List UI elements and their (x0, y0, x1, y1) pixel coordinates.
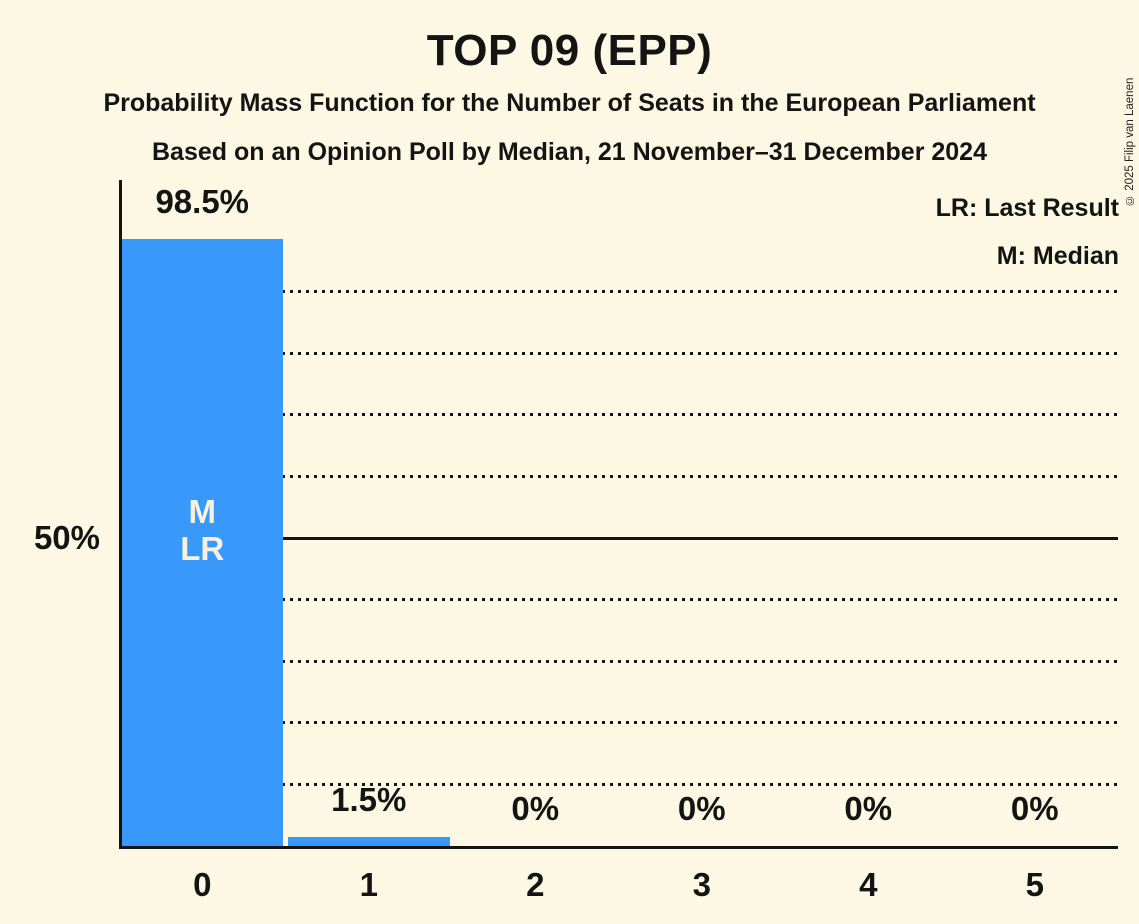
value-label-seats-5: 0% (1010, 790, 1059, 827)
gridline-20pct (122, 721, 1118, 725)
gridline-90pct (122, 290, 1118, 294)
x-tick-1: 1 (359, 866, 378, 903)
y-axis-line (119, 180, 122, 849)
chart-poll-subtitle: Based on an Opinion Poll by Median, 21 N… (151, 138, 987, 166)
chart-subtitle: Probability Mass Function for the Number… (103, 89, 1036, 117)
value-label-seats-3: 0% (677, 790, 726, 827)
x-axis-tick-labels: 0 1 2 3 4 5 (119, 866, 1118, 910)
plot-area: 98.5% M LR 1.5% 0% 0% 0% 0% (119, 180, 1118, 849)
legend: LR: Last Result M: Median (936, 184, 1119, 280)
bar-annotation-median-lastresult: M LR (180, 493, 225, 567)
value-label-seats-4: 0% (844, 790, 893, 827)
bar-seats-0 (121, 239, 283, 846)
legend-median: M: Median (996, 242, 1119, 270)
value-label-seats-0: 98.5% (155, 183, 250, 221)
y-axis-label-50pct: 50% (33, 519, 100, 556)
gridline-70pct (122, 413, 1118, 417)
bar-seats-1 (288, 836, 450, 846)
gridline-50pct (122, 536, 1118, 540)
value-label-seats-2: 0% (511, 790, 560, 827)
gridline-80pct (122, 351, 1118, 355)
x-tick-0: 0 (193, 866, 212, 903)
x-tick-2: 2 (526, 866, 545, 903)
chart-title: TOP 09 (EPP) (426, 26, 713, 75)
x-tick-3: 3 (692, 866, 711, 903)
legend-last-result: LR: Last Result (935, 194, 1119, 222)
value-label-seats-1: 1.5% (331, 780, 407, 818)
x-axis-line (119, 846, 1118, 849)
gridline-30pct (122, 659, 1118, 663)
x-tick-4: 4 (859, 866, 878, 903)
x-tick-5: 5 (1025, 866, 1044, 903)
gridline-10pct (122, 782, 1118, 786)
gridline-60pct (122, 474, 1118, 478)
gridline-40pct (122, 598, 1118, 602)
